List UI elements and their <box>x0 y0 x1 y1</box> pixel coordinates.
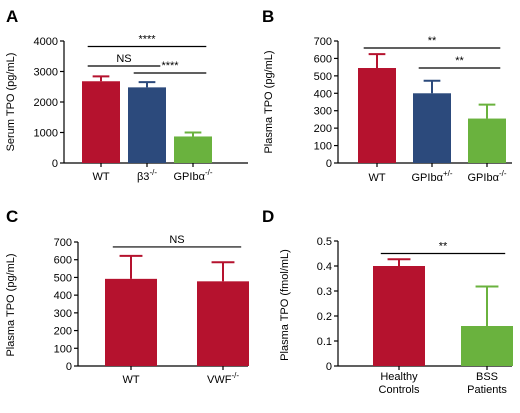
panel-a-significance-label: **** <box>161 60 179 72</box>
panel-a-category-label: WT <box>92 171 109 183</box>
panel-b: B Plasma TPO (pg/mL) <box>262 7 275 154</box>
panel-c-category-superscript: -/- <box>231 371 239 380</box>
panel-a-significance-label: **** <box>138 33 156 45</box>
panel-a-bar <box>82 81 120 163</box>
panel-a-y-tick-label: 2000 <box>34 97 58 109</box>
panel-a-letter: A <box>6 7 18 26</box>
panel-d-category-label: Controls <box>379 384 420 396</box>
panel-a-y-tick-label: 0 <box>52 158 58 170</box>
panel-b-letter: B <box>262 7 274 26</box>
panel-a-category-superscript: -/- <box>149 168 157 177</box>
panel-b-y-tick-label: 700 <box>314 36 332 48</box>
panel-b-category-superscript: +/- <box>443 169 453 178</box>
panel-d-y-tick-label: 0 <box>326 361 332 373</box>
panel-a-y-tick-label: 1000 <box>34 128 58 140</box>
panel-a-y-tick-label: 3000 <box>34 67 58 79</box>
panel-d-y-tick-label: 0.4 <box>317 261 332 273</box>
panel-c-bar <box>105 278 157 366</box>
panel-d-y-tick-label: 0.3 <box>317 286 332 298</box>
panel-c-y-tick-label: 100 <box>54 343 72 355</box>
panel-a-bar <box>128 87 166 163</box>
panel-b-y-tick-label: 500 <box>314 71 332 83</box>
panel-a-ylabel: Serum TPO (pg/mL) <box>5 53 17 152</box>
panel-c-bar <box>197 281 249 366</box>
panel-c-category-label: VWF-/- <box>207 371 239 386</box>
panel-c-y-tick-label: 600 <box>54 255 72 267</box>
panel-c-y-tick-label: 200 <box>54 326 72 338</box>
panel-d-ylabel: Plasma TPO (fmol/mL) <box>279 249 291 361</box>
panel-b-significance-label: ** <box>428 35 437 47</box>
panel-a-plot: 0 1000 2000 3000 4000 WT β3-/- GPIbα-/- NS **** **… <box>34 33 248 183</box>
panel-d-bar <box>461 326 513 366</box>
panel-b-category-label: WT <box>368 172 385 184</box>
panel-b-y-tick-label: 0 <box>326 158 332 170</box>
panel-c-significance-label: NS <box>169 234 184 246</box>
panel-b-bar <box>468 118 506 163</box>
panel-c-letter: C <box>6 207 18 226</box>
panel-d-category-label: Patients <box>467 384 507 396</box>
panel-d-bar <box>373 266 425 366</box>
panel-a-significance-label: NS <box>116 53 131 65</box>
panel-d-letter: D <box>262 207 274 226</box>
panel-c: C Plasma TPO (pg/mL) <box>5 207 18 357</box>
panel-c-y-tick-label: 0 <box>66 361 72 373</box>
panel-b-y-tick-label: 100 <box>314 141 332 153</box>
panel-b-category-superscript: -/- <box>499 169 507 178</box>
panel-b-category-label: GPIbα+/- <box>412 169 453 184</box>
panel-b-category-label: GPIbα-/- <box>468 169 507 184</box>
panel-c-y-tick-label: 500 <box>54 272 72 284</box>
panel-b-y-tick-label: 600 <box>314 53 332 65</box>
panel-c-y-tick-label: 700 <box>54 237 72 249</box>
panel-a-bar <box>174 136 212 163</box>
panel-b-ylabel: Plasma TPO (pg/mL) <box>263 50 275 153</box>
panel-a-y-tick-label: 4000 <box>34 36 58 48</box>
panel-a-category-superscript: -/- <box>205 168 213 177</box>
panel-d-y-tick-label: 0.1 <box>317 336 332 348</box>
panel-d-y-tick-label: 0.5 <box>317 236 332 248</box>
panel-b-y-tick-label: 300 <box>314 106 332 118</box>
panel-d-category-label: BSS <box>476 371 498 383</box>
panel-d-y-tick-label: 0.2 <box>317 311 332 323</box>
panel-b-y-tick-label: 400 <box>314 88 332 100</box>
panel-a-category-label: β3-/- <box>137 168 157 183</box>
panel-b-y-tick-label: 200 <box>314 123 332 135</box>
panel-b-bar <box>358 68 396 163</box>
panel-c-y-tick-label: 300 <box>54 308 72 320</box>
panel-a-category-label: GPIbα-/- <box>174 168 213 183</box>
panel-b-significance-label: ** <box>455 55 464 67</box>
panel-c-y-tick-label: 400 <box>54 290 72 302</box>
panel-d: D Plasma TPO (fmol/mL) <box>262 207 291 361</box>
panel-d-significance-label: ** <box>439 241 448 253</box>
panel-c-plot: 0 100 200 300 400 500 600 700 WT VWF-/- NS <box>54 234 249 386</box>
panel-a: A Serum TPO (pg/mL) <box>5 7 18 151</box>
panel-c-category-label: WT <box>122 374 139 386</box>
panel-b-plot: 0 100 200 300 400 500 600 700 WT GPIbα+/- GPIbα-/-… <box>314 35 512 184</box>
panel-b-bar <box>413 93 451 163</box>
panel-c-ylabel: Plasma TPO (pg/mL) <box>5 253 17 356</box>
panel-d-category-label: Healthy <box>380 371 418 383</box>
